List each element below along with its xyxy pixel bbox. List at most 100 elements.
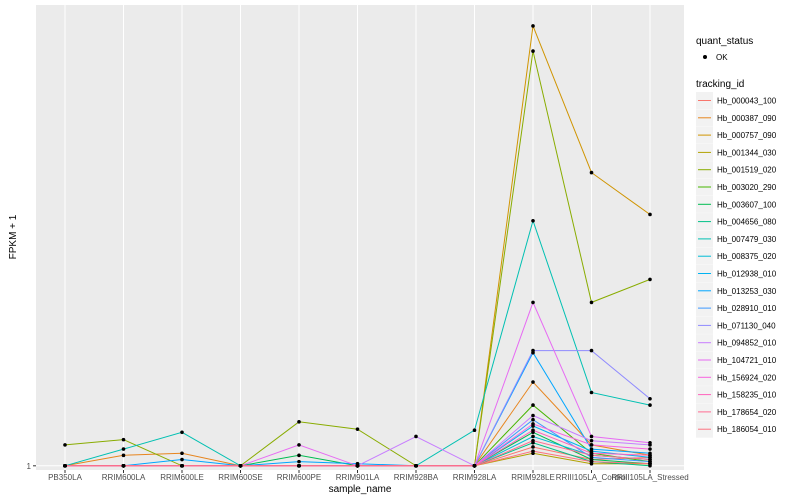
x-tick-label: RRIM928BA xyxy=(394,473,439,482)
data-point-Hb_071130_040 xyxy=(589,348,594,353)
legend-item-Hb_071130_040: Hb_071130_040 xyxy=(696,316,776,334)
x-tick-label: RRIM901LA xyxy=(336,473,380,482)
data-point-Hb_000757_090 xyxy=(648,212,652,217)
legend-item-Hb_158235_010: Hb_158235_010 xyxy=(696,386,777,404)
data-point-Hb_104721_010 xyxy=(531,300,535,305)
data-point-Hb_104721_010 xyxy=(589,434,594,439)
legend-label: Hb_094852_010 xyxy=(717,339,777,348)
shape-legend: quant_status OK xyxy=(696,36,753,62)
data-point-Hb_007479_030 xyxy=(121,447,126,451)
data-point-Hb_186054_010 xyxy=(472,464,477,468)
legend-label: Hb_001344_030 xyxy=(717,148,777,157)
legend-label: Hb_013253_030 xyxy=(717,287,777,296)
y-axis-title: FPKM + 1 xyxy=(8,214,19,259)
data-point-Hb_001519_020 xyxy=(355,427,360,431)
data-point-Hb_001519_020 xyxy=(589,300,594,305)
shape-legend-label: OK xyxy=(716,53,728,62)
data-point-Hb_071130_040 xyxy=(648,396,652,401)
legend-item-Hb_178654_020: Hb_178654_020 xyxy=(696,403,777,421)
legend-item-Hb_003607_100: Hb_003607_100 xyxy=(696,195,777,213)
legend-label: Hb_007479_030 xyxy=(717,235,777,244)
data-point-Hb_003020_290 xyxy=(531,403,535,407)
data-point-Hb_156924_020 xyxy=(589,443,594,447)
data-point-Hb_186054_010 xyxy=(531,449,535,453)
legend-item-Hb_007479_030: Hb_007479_030 xyxy=(696,230,777,248)
legend-item-Hb_001344_030: Hb_001344_030 xyxy=(696,143,777,161)
data-point-Hb_156924_020 xyxy=(531,422,535,426)
data-point-Hb_007479_030 xyxy=(648,403,652,407)
data-point-Hb_001519_020 xyxy=(297,420,301,424)
legend-item-Hb_003020_290: Hb_003020_290 xyxy=(696,178,777,196)
x-axis: PB350LA RRIM600LA RRIM600LE RRIM600SE RRIM60… xyxy=(48,470,689,482)
legend-label: Hb_003020_290 xyxy=(717,183,777,192)
legend-item-Hb_001519_020: Hb_001519_020 xyxy=(696,161,777,179)
legend-label: Hb_000757_090 xyxy=(717,131,777,140)
legend-label: Hb_000387_090 xyxy=(717,114,777,123)
data-point-Hb_013253_030 xyxy=(589,447,594,451)
legend-label: Hb_178654_020 xyxy=(717,408,777,417)
data-point-Hb_000043_100 xyxy=(531,445,535,449)
x-tick-label: PB350LA xyxy=(48,473,82,482)
data-point-Hb_104721_010 xyxy=(648,440,652,445)
data-point-Hb_186054_010 xyxy=(355,464,360,468)
legend-item-Hb_094852_010: Hb_094852_010 xyxy=(696,334,777,352)
data-point-Hb_013253_030 xyxy=(297,459,301,464)
data-point-Hb_186054_010 xyxy=(414,464,418,468)
data-point-Hb_186054_010 xyxy=(297,464,301,468)
shape-legend-title: quant_status xyxy=(696,36,753,47)
legend-item-Hb_156924_020: Hb_156924_020 xyxy=(696,368,777,386)
data-point-Hb_007479_030 xyxy=(589,390,594,395)
legend-label: Hb_156924_020 xyxy=(717,373,777,382)
legend-item-Hb_186054_010: Hb_186054_010 xyxy=(696,420,777,438)
color-legend-title: tracking_id xyxy=(696,79,744,90)
legend-items: Hb_000043_100 Hb_000387_090 Hb_000757_090 H… xyxy=(696,92,777,438)
series-points xyxy=(63,24,652,468)
legend-label: Hb_028910_010 xyxy=(717,304,777,313)
data-point-Hb_178654_020 xyxy=(648,457,652,462)
legend-item-Hb_013253_030: Hb_013253_030 xyxy=(696,282,777,300)
x-tick-label: RRIM928LA xyxy=(453,473,497,482)
data-point-Hb_186054_010 xyxy=(180,464,184,468)
data-point-Hb_000757_090 xyxy=(531,24,535,28)
data-point-Hb_186054_010 xyxy=(238,464,243,468)
legend-label: Hb_104721_010 xyxy=(717,356,777,365)
data-point-Hb_028910_010 xyxy=(531,417,535,422)
data-point-Hb_178654_020 xyxy=(589,453,594,458)
legend-item-Hb_004656_080: Hb_004656_080 xyxy=(696,213,777,231)
data-point-Hb_094852_010 xyxy=(414,434,418,439)
data-point-Hb_013253_030 xyxy=(180,457,184,462)
data-point-Hb_000387_090 xyxy=(121,453,126,458)
x-tick-label: RRIM600PE xyxy=(277,473,321,482)
data-point-Hb_094852_010 xyxy=(531,413,535,418)
data-point-Hb_158235_010 xyxy=(531,428,535,433)
data-point-Hb_007479_030 xyxy=(472,428,477,433)
legend-label: Hb_003607_100 xyxy=(717,200,777,209)
legend-item-Hb_000757_090: Hb_000757_090 xyxy=(696,126,777,144)
color-legend: tracking_id Hb_000043_100Hb_000387_090Hb… xyxy=(696,79,777,438)
data-point-Hb_001519_020 xyxy=(648,277,652,282)
data-point-Hb_001519_020 xyxy=(531,49,535,53)
data-point-Hb_003607_100 xyxy=(297,453,301,458)
x-tick-label: RRIII105LA_Control xyxy=(556,473,628,482)
legend-label: Hb_008375_020 xyxy=(717,252,777,261)
legend-item-Hb_012938_010: Hb_012938_010 xyxy=(696,265,777,282)
data-point-Hb_094852_010 xyxy=(589,438,594,443)
x-tick-label: RRIM600LA xyxy=(102,473,146,482)
x-axis-title: sample_name xyxy=(329,484,392,495)
x-tick-label: RRIM928LE xyxy=(511,473,555,482)
data-point-Hb_186054_010 xyxy=(121,464,126,468)
data-point-Hb_000387_090 xyxy=(180,451,184,456)
x-tick-label: RRIM600LE xyxy=(160,473,204,482)
data-point-Hb_186054_010 xyxy=(63,464,67,468)
legend-point-ok xyxy=(703,55,707,59)
data-point-Hb_001519_020 xyxy=(121,437,126,442)
legend-label: Hb_186054_010 xyxy=(717,425,777,434)
legend-label: Hb_004656_080 xyxy=(717,218,777,227)
x-tick-label: RRIM600SE xyxy=(218,473,262,482)
data-point-Hb_178654_020 xyxy=(531,438,535,443)
legend-label: Hb_000043_100 xyxy=(717,97,777,106)
plot-panel xyxy=(36,5,684,470)
legend-item-Hb_008375_020: Hb_008375_020 xyxy=(696,247,777,265)
data-point-Hb_104721_010 xyxy=(297,443,301,447)
